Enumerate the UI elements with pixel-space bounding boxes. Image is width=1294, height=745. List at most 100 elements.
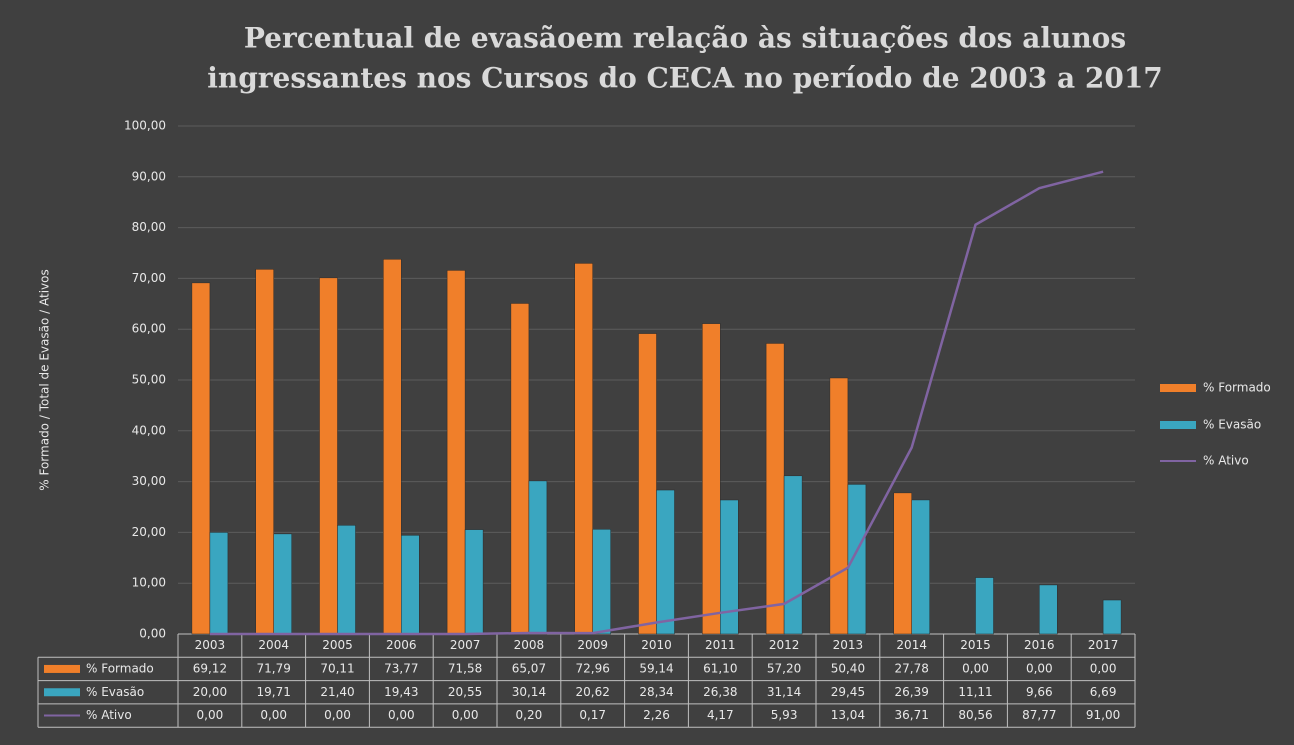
bar: [893, 492, 912, 635]
table-value: 71,79: [257, 661, 291, 675]
table-value: 70,11: [320, 661, 354, 675]
legend-label: % Ativo: [1203, 454, 1249, 468]
bar: [911, 499, 930, 635]
table-swatch: [44, 664, 80, 673]
table-value: 57,20: [767, 661, 801, 675]
y-tick-label: 10,00: [132, 576, 166, 590]
table-value: 0,00: [962, 661, 989, 675]
table-value: 20,55: [448, 685, 482, 699]
bar: [783, 475, 803, 635]
y-tick-label: 70,00: [132, 271, 166, 285]
table-value: 0,00: [1090, 661, 1117, 675]
x-tick-label: 2010: [641, 638, 672, 652]
y-tick-label: 0,00: [139, 627, 166, 641]
table-value: 0,00: [197, 708, 224, 722]
table-value: 65,07: [512, 661, 546, 675]
table-value: 91,00: [1086, 708, 1120, 722]
bar: [592, 529, 611, 635]
table-row-label: % Ativo: [86, 708, 132, 722]
bar: [656, 489, 675, 635]
x-tick-label: 2003: [195, 638, 226, 652]
bar: [510, 303, 530, 635]
bar: [1102, 599, 1122, 635]
table-value: 5,93: [771, 708, 798, 722]
table-value: 87,77: [1022, 708, 1056, 722]
bar: [847, 484, 867, 635]
x-tick-label: 2017: [1088, 638, 1119, 652]
table-value: 13,04: [831, 708, 865, 722]
table-value: 0,00: [260, 708, 287, 722]
bar: [337, 525, 356, 635]
table-value: 0,17: [579, 708, 606, 722]
legend-swatch: [1160, 421, 1196, 429]
table-value: 9,66: [1026, 685, 1053, 699]
table-value: 0,00: [1026, 661, 1053, 675]
table-row-label: % Evasão: [86, 685, 144, 699]
bar: [255, 269, 274, 635]
table-value: 0,00: [388, 708, 415, 722]
table-value: 61,10: [703, 661, 737, 675]
table-row-label: % Formado: [86, 661, 154, 675]
bar: [401, 535, 420, 635]
table-value: 19,71: [257, 685, 291, 699]
table-value: 26,39: [895, 685, 929, 699]
x-tick-label: 2016: [1024, 638, 1055, 652]
bar: [273, 533, 292, 635]
bar: [638, 333, 657, 635]
bar: [829, 377, 849, 635]
table-value: 19,43: [384, 685, 418, 699]
bar: [720, 499, 739, 635]
table-value: 36,71: [895, 708, 929, 722]
table-value: 28,34: [639, 685, 673, 699]
table-value: 29,45: [831, 685, 865, 699]
table-value: 59,14: [639, 661, 673, 675]
table-value: 20,00: [193, 685, 227, 699]
x-tick-label: 2005: [322, 638, 353, 652]
x-tick-label: 2006: [386, 638, 417, 652]
bar: [464, 529, 484, 635]
table-value: 2,26: [643, 708, 670, 722]
table-value: 50,40: [831, 661, 865, 675]
bar: [528, 480, 548, 635]
table-value: 4,17: [707, 708, 734, 722]
y-tick-label: 100,00: [124, 119, 166, 133]
legend-swatch: [1160, 384, 1196, 392]
table-value: 11,11: [958, 685, 992, 699]
table-swatch: [44, 688, 80, 697]
x-tick-label: 2004: [258, 638, 289, 652]
bar: [975, 577, 994, 635]
x-tick-label: 2011: [705, 638, 736, 652]
table-value: 26,38: [703, 685, 737, 699]
table-value: 0,00: [324, 708, 351, 722]
table-value: 73,77: [384, 661, 418, 675]
x-tick-label: 2015: [960, 638, 991, 652]
table-value: 0,20: [516, 708, 543, 722]
legend-label: % Evasão: [1203, 418, 1261, 432]
bar: [574, 263, 593, 635]
table-value: 21,40: [320, 685, 354, 699]
y-tick-label: 40,00: [132, 423, 166, 437]
table-value: 20,62: [576, 685, 610, 699]
x-tick-label: 2007: [450, 638, 481, 652]
bar: [446, 270, 466, 635]
bar: [702, 323, 721, 635]
bar: [1039, 584, 1058, 635]
y-axis-label: % Formado / Total de Evasão / Ativos: [38, 269, 52, 490]
table-value: 69,12: [193, 661, 227, 675]
y-tick-label: 30,00: [132, 474, 166, 488]
table-value: 72,96: [576, 661, 610, 675]
x-tick-label: 2013: [833, 638, 864, 652]
chart-title: ingressantes nos Cursos do CECA no perío…: [207, 62, 1163, 95]
table-value: 0,00: [452, 708, 479, 722]
legend-label: % Formado: [1203, 381, 1271, 395]
table-value: 31,14: [767, 685, 801, 699]
table-value: 71,58: [448, 661, 482, 675]
y-tick-label: 20,00: [132, 525, 166, 539]
x-tick-label: 2009: [577, 638, 608, 652]
chart-title: Percentual de evasãoem relação às situaç…: [244, 22, 1126, 55]
x-tick-label: 2014: [896, 638, 927, 652]
bar: [191, 282, 211, 635]
bar: [319, 277, 338, 635]
table-value: 80,56: [958, 708, 992, 722]
table-value: 27,78: [895, 661, 929, 675]
